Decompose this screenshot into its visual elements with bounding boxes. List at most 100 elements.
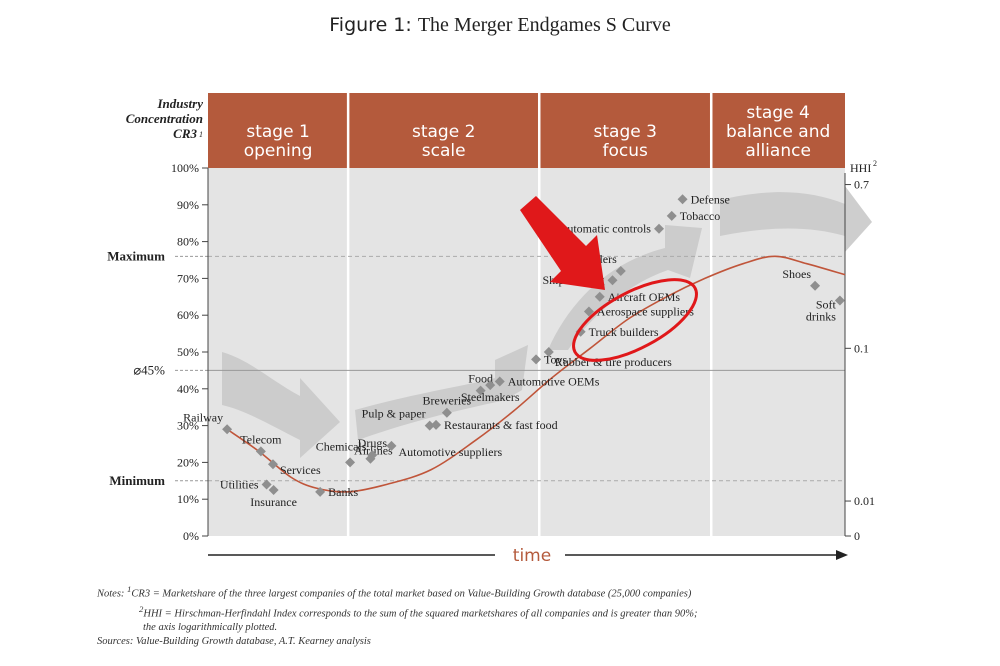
data-point-marker <box>677 194 688 205</box>
note-1: Notes: 1CR3 = Marketshare of the three l… <box>97 584 692 600</box>
data-point-label: Truck builders <box>589 325 659 339</box>
data-point-marker <box>267 459 278 470</box>
data-point-marker <box>494 376 505 387</box>
data-point-marker <box>543 347 554 357</box>
data-point-label: Utilities <box>220 477 259 491</box>
data-point-marker <box>367 450 378 461</box>
flow-arrow-4 <box>720 186 872 252</box>
data-point-label: Insurance <box>250 495 297 509</box>
stage-header-3 <box>539 93 712 168</box>
figure-title: Figure 1: The Merger Endgames S Curve <box>0 14 1000 37</box>
data-point-marker <box>583 306 594 317</box>
note-2: 2HHI = Hirschman-Herfindahl Index corres… <box>139 603 698 620</box>
flow-arrow-1 <box>222 352 340 458</box>
y-tick-label: 90% <box>177 198 199 212</box>
stage-header-2 <box>348 93 540 168</box>
y-axis-title-sup: 1 <box>199 130 203 139</box>
data-point-marker <box>475 385 486 396</box>
y-tick-label: 40% <box>177 382 199 396</box>
y2-tick-label: 0.01 <box>854 494 875 508</box>
reference-label: ⌀45% <box>133 362 165 377</box>
data-point-marker <box>431 419 442 430</box>
s-curve-line <box>226 255 846 493</box>
time-axis-arrowhead <box>836 550 848 560</box>
data-point-marker <box>653 223 664 234</box>
y-tick-label: 70% <box>177 271 199 285</box>
flow-arrow-2 <box>355 345 528 440</box>
data-point-label: Pulp & paper <box>362 407 426 421</box>
stage-label: alliance <box>745 141 811 161</box>
data-point-marker <box>666 210 677 221</box>
y2-axis-title-sup: 2 <box>873 159 877 168</box>
data-point-label: Defense <box>691 192 730 206</box>
y-tick-label: 0% <box>183 529 199 543</box>
data-point-label: Aerospace suppliers <box>597 305 694 319</box>
y-tick-label: 10% <box>177 492 199 506</box>
chart-notes: Notes: 1CR3 = Marketshare of the three l… <box>97 582 917 649</box>
highlight-ellipse <box>572 278 698 362</box>
data-point-label: Automatic controls <box>559 222 652 236</box>
sources: Sources: Value-Building Growth database,… <box>97 636 371 647</box>
data-point-marker <box>615 266 626 277</box>
note-2-continued: the axis logarithmically plotted. <box>143 622 278 633</box>
reference-label: Minimum <box>109 473 165 488</box>
data-point-label: drinks <box>806 309 836 323</box>
data-point-label: Airlines <box>354 443 393 457</box>
reference-label: Maximum <box>107 248 165 263</box>
y-axis-title: CR3 <box>173 126 197 141</box>
data-point-marker <box>485 380 496 391</box>
stage-label: stage 3 <box>594 122 657 142</box>
x-axis-title: time <box>513 546 551 566</box>
data-point-label: Drugs <box>358 436 388 450</box>
stage-header-4 <box>711 93 845 168</box>
data-point-marker <box>424 420 435 431</box>
data-point-label: Automotive suppliers <box>398 445 502 459</box>
data-point-marker <box>594 291 605 302</box>
data-point-marker <box>222 424 233 435</box>
stage-label: opening <box>244 141 313 161</box>
data-point-label: Chemicals <box>316 440 367 454</box>
y2-tick-label: 0 <box>854 529 860 543</box>
highlight-arrow <box>520 196 605 290</box>
data-point-marker <box>386 440 397 451</box>
stage-label: stage 2 <box>412 122 475 142</box>
data-point-label: Telecom <box>240 432 282 446</box>
data-point-label: Breweries <box>423 394 472 408</box>
data-point-label: Tobacco <box>680 209 720 223</box>
data-point-marker <box>345 457 356 468</box>
data-point-label: Steelmakers <box>461 390 520 404</box>
data-point-marker <box>810 280 821 291</box>
y-axis-title: Industry <box>156 96 203 111</box>
data-point-marker <box>268 485 279 495</box>
stage-label: focus <box>603 141 649 161</box>
data-point-label: Soft <box>816 297 837 311</box>
data-point-marker <box>607 275 618 286</box>
y2-tick-label: 0.1 <box>854 341 869 355</box>
figure-label: Figure 1: <box>329 14 412 36</box>
data-point-marker <box>441 407 452 418</box>
stage-label: stage 4 <box>746 103 809 123</box>
data-point-marker <box>531 354 542 365</box>
stage-header-1 <box>208 93 349 168</box>
y2-tick-label: 0.7 <box>854 178 869 192</box>
y-tick-label: 100% <box>171 161 199 175</box>
data-point-marker <box>255 446 266 457</box>
y-tick-label: 60% <box>177 308 199 322</box>
data-point-label: Banks <box>328 485 358 499</box>
data-point-label: Food <box>468 372 493 386</box>
y-tick-label: 80% <box>177 235 199 249</box>
stage-label: scale <box>422 141 466 161</box>
data-point-label: Railway <box>183 410 223 424</box>
y-axis-title: Concentration <box>126 111 203 126</box>
data-point-marker <box>315 486 326 497</box>
data-point-label: Services <box>280 463 321 477</box>
data-point-label: Restaurants & fast food <box>444 418 558 432</box>
data-point-label: Automotive OEMs <box>508 374 600 388</box>
data-point-marker <box>834 295 845 306</box>
figure-title-text: The Merger Endgames S Curve <box>417 14 671 36</box>
y-tick-label: 30% <box>177 419 199 433</box>
y-tick-label: 50% <box>177 345 199 359</box>
data-point-label: Shoes <box>782 267 811 281</box>
y2-axis-title: HHI <box>850 161 871 175</box>
